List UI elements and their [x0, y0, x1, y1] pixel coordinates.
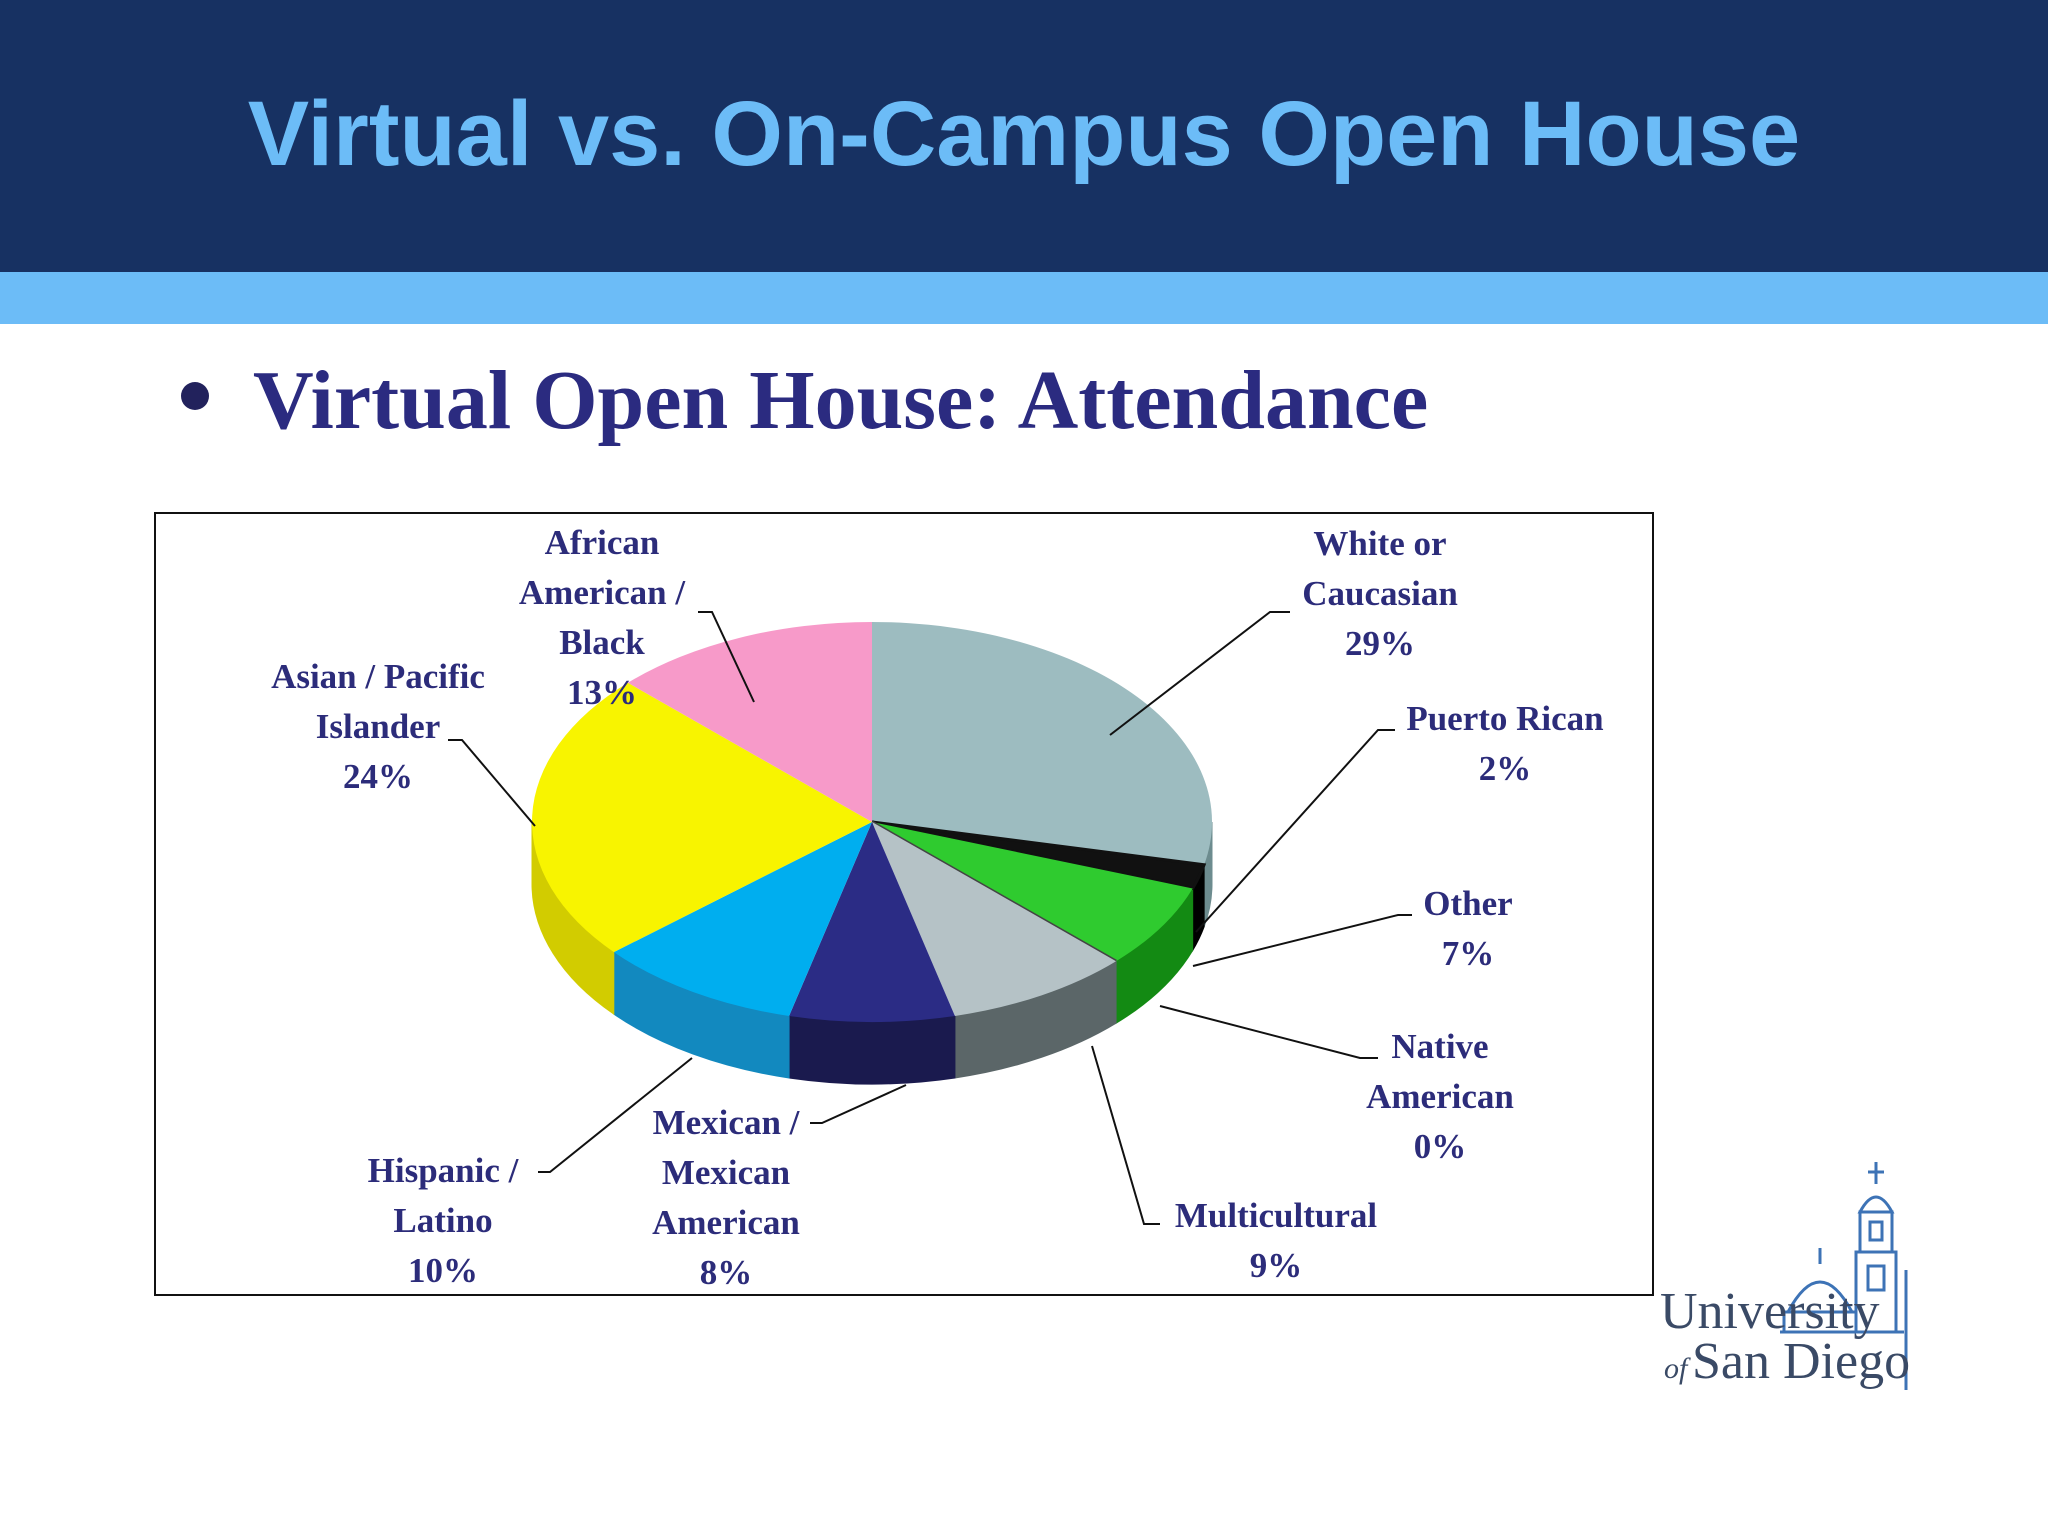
leader-line-multicultural — [1091, 1045, 1160, 1225]
pie-side-mexican — [788, 1015, 956, 1085]
slide-title: Virtual vs. On-Campus Open House — [247, 83, 1801, 185]
leader-line-mexican — [810, 1084, 907, 1124]
pie-label-asian-pacific-line-1: Asian / Pacific — [271, 657, 485, 696]
logo-text-of: of — [1664, 1352, 1691, 1385]
header-band — [0, 0, 2048, 272]
pie-tops — [532, 621, 1212, 1022]
pie-label-mexican-line-2: Mexican — [662, 1153, 790, 1192]
pie-label-african-line-4: 13% — [567, 673, 637, 712]
accent-bar — [0, 272, 2048, 324]
pie-label-african-line-3: Black — [559, 623, 645, 662]
pie-label-puerto-rican-line-2: 2% — [1479, 749, 1532, 788]
leader-line-puerto-rican — [1195, 729, 1395, 933]
pie-slice-hispanic — [613, 822, 872, 1016]
pie-label-native-line-2: American — [1366, 1077, 1514, 1116]
pie-label-other-line-2: 7% — [1442, 934, 1495, 973]
pie-label-multicultural-line-2: 9% — [1250, 1246, 1303, 1285]
bullet-icon — [181, 382, 209, 410]
pie-sides — [531, 821, 1213, 1085]
pie-labels: White or Caucasian 29% Puerto Rican 2% Other 7… — [271, 523, 1604, 1292]
leader-line-other — [1192, 914, 1412, 967]
pie-label-other-line-1: Other — [1423, 884, 1512, 923]
logo-building-icon — [1780, 1162, 1908, 1390]
pie-label-white-or-line-3: 29% — [1345, 624, 1415, 663]
bullet-heading: Virtual Open House: Attendance — [253, 354, 1429, 447]
pie-label-white-or-line-2: Caucasian — [1302, 574, 1458, 613]
pie-slice-mexican — [789, 822, 955, 1022]
pie-slice-puerto-rican — [871, 820, 1207, 891]
logo-text-san-diego: San Diego — [1692, 1333, 1910, 1390]
pie-slice-other — [872, 822, 1193, 962]
pie-label-white-or-line-1: White or — [1313, 524, 1446, 563]
pie-label-mexican-line-4: 8% — [700, 1253, 753, 1292]
pie-label-mexican-line-1: Mexican / — [653, 1103, 801, 1142]
university-logo: University of San Diego — [1660, 1162, 1910, 1390]
pie-label-native-line-1: Native — [1391, 1027, 1488, 1066]
leader-line-white-or — [1109, 611, 1290, 736]
leader-line-african — [698, 611, 755, 703]
leader-line-hispanic — [538, 1057, 693, 1173]
leader-line-native — [1159, 1005, 1378, 1059]
pie-label-multicultural-line-1: Multicultural — [1175, 1196, 1377, 1235]
pie-label-hispanic-line-2: Latino — [393, 1201, 492, 1240]
pie-slice-white-or — [872, 622, 1212, 865]
pie-label-asian-pacific-line-2: Islander — [316, 707, 440, 746]
pie-slice-multicultural — [872, 822, 1117, 1016]
pie-label-puerto-rican-line-1: Puerto Rican — [1406, 699, 1603, 738]
logo-text-university: University — [1660, 1283, 1880, 1340]
pie-slice-asian-pacific — [532, 682, 872, 953]
leader-line-asian-pacific — [448, 739, 536, 827]
pie-slice-african — [627, 621, 872, 822]
pie-label-mexican-line-3: American — [652, 1203, 800, 1242]
pie-label-hispanic-line-3: 10% — [408, 1251, 478, 1290]
pie-label-african-line-1: African — [545, 523, 660, 562]
pie-label-african-line-2: American / — [519, 573, 686, 612]
pie-label-native-line-3: 0% — [1414, 1127, 1467, 1166]
pie-label-asian-pacific-line-3: 24% — [343, 757, 413, 796]
pie-label-hispanic-line-1: Hispanic / — [368, 1151, 520, 1190]
